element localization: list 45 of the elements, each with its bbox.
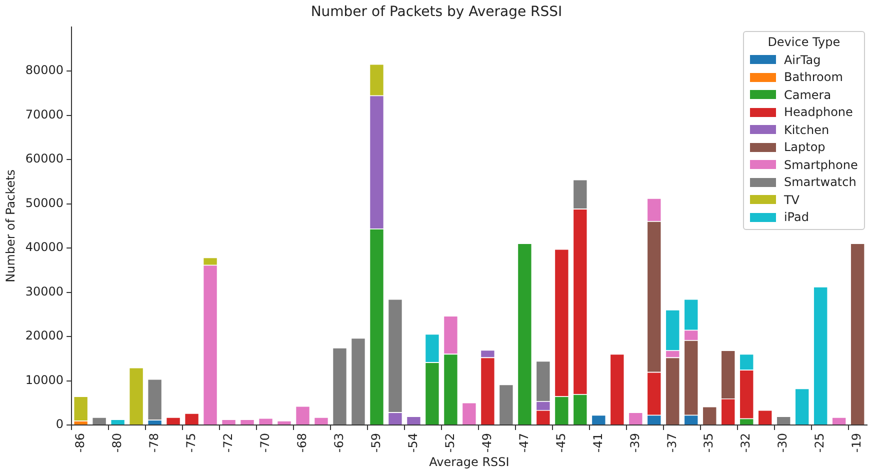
y-tick-label: 80000 [25, 63, 64, 78]
x-tick-label: -32 [738, 433, 753, 453]
x-tick-label: -86 [72, 433, 87, 453]
x-tick-label: -35 [702, 433, 716, 453]
legend-label: Laptop [784, 140, 826, 154]
y-tick-label: 50000 [25, 196, 64, 210]
x-axis-title: Average RSSI [429, 454, 510, 469]
x-tick-label: -45 [554, 433, 568, 453]
legend-label: iPad [784, 210, 809, 224]
y-tick-label: 10000 [25, 372, 64, 387]
x-tick-label: -41 [590, 433, 605, 453]
x-tick-label: -39 [628, 433, 642, 453]
y-tick-label: 0 [56, 417, 64, 432]
y-tick-label: 70000 [25, 107, 64, 122]
x-tick-label: -80 [110, 433, 124, 453]
y-tick-label: 20000 [25, 328, 64, 343]
x-tick-label: -25 [812, 433, 827, 453]
legend-label: Smartphone [784, 158, 858, 172]
y-tick-label: 60000 [25, 152, 64, 166]
chart-title: Number of Packets by Average RSSI [310, 4, 562, 20]
x-tick-label: -59 [368, 433, 383, 453]
legend-label: Camera [784, 88, 832, 102]
legend-label: Headphone [784, 105, 853, 120]
legend-label: TV [784, 192, 800, 207]
y-tick-label: 40000 [25, 240, 64, 254]
legend-label: Kitchen [784, 122, 830, 137]
legend-title: Device Type [766, 34, 842, 49]
x-tick-label: -70 [258, 433, 272, 453]
y-axis-title: Number of Packets [3, 169, 18, 282]
x-tick-label: -37 [664, 433, 679, 453]
x-tick-label: -75 [184, 433, 198, 453]
x-tick-label: -54 [406, 433, 420, 453]
x-tick-label: -30 [776, 433, 790, 453]
x-tick-label: -78 [146, 433, 161, 453]
y-tick-label: 30000 [25, 284, 64, 298]
x-tick-label: -68 [294, 433, 309, 453]
legend-label: AirTag [784, 52, 821, 67]
x-tick-label: -19 [850, 433, 864, 453]
x-tick-label: -49 [480, 433, 494, 453]
legend-label: Bathroom [784, 70, 843, 84]
x-tick-label: -52 [442, 433, 457, 453]
x-tick-label: -72 [220, 433, 235, 453]
x-tick-label: -47 [516, 433, 531, 453]
x-tick-label: -63 [332, 433, 346, 453]
legend-label: Smartwatch [784, 175, 856, 190]
